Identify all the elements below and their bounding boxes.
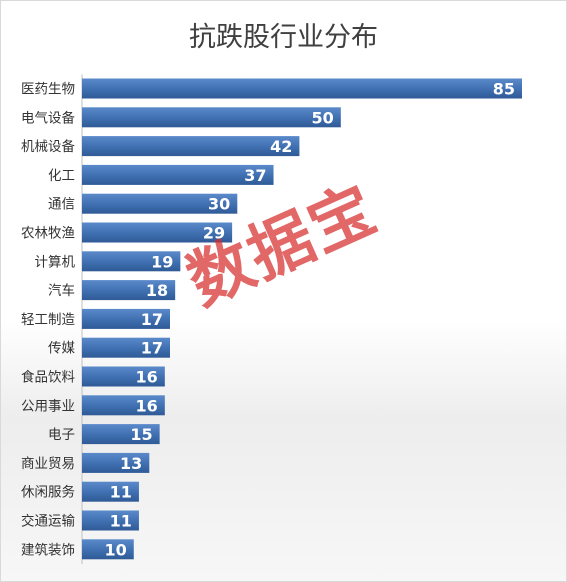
- category-label-11: 公用事业: [21, 398, 75, 414]
- bar-14: [82, 481, 139, 502]
- category-label-2: 机械设备: [21, 138, 75, 155]
- data-label-12: 15: [130, 425, 152, 444]
- category-label-6: 计算机: [35, 254, 76, 270]
- bar-9: [82, 337, 170, 358]
- data-label-0: 85: [493, 80, 515, 99]
- bar-5: [82, 222, 233, 243]
- bar-10: [82, 366, 165, 387]
- data-label-13: 13: [120, 454, 142, 473]
- category-label-14: 休闲服务: [21, 485, 75, 501]
- data-label-8: 17: [141, 310, 163, 329]
- bar-8: [82, 308, 170, 329]
- bar-4: [82, 193, 238, 214]
- data-label-15: 11: [110, 512, 132, 531]
- category-label-16: 建筑装饰: [21, 542, 75, 558]
- bar-11: [82, 395, 165, 416]
- data-label-14: 11: [110, 483, 132, 502]
- bar-0: [82, 78, 522, 99]
- category-label-12: 电子: [48, 427, 75, 443]
- category-label-1: 电气设备: [21, 109, 75, 126]
- data-label-1: 50: [312, 108, 334, 127]
- category-label-15: 交通运输: [21, 513, 75, 530]
- bar-16: [82, 539, 134, 560]
- data-label-5: 29: [203, 224, 225, 243]
- category-label-0: 医药生物: [21, 82, 75, 98]
- bar-12: [82, 424, 160, 445]
- category-label-4: 通信: [48, 197, 75, 213]
- category-label-13: 商业贸易: [21, 456, 75, 472]
- data-label-4: 30: [208, 195, 230, 214]
- bar-7: [82, 280, 176, 301]
- category-label-8: 轻工制造: [21, 312, 75, 328]
- data-label-6: 19: [151, 252, 173, 271]
- bar-15: [82, 510, 139, 531]
- data-label-3: 37: [244, 166, 266, 185]
- category-label-3: 化工: [48, 168, 75, 184]
- bar-2: [82, 136, 300, 157]
- bar-3: [82, 164, 274, 185]
- data-label-9: 17: [141, 339, 163, 358]
- category-label-7: 汽车: [48, 282, 75, 299]
- bar-13: [82, 452, 150, 473]
- data-label-7: 18: [146, 281, 168, 300]
- category-label-10: 食品饮料: [21, 369, 75, 386]
- bar-6: [82, 251, 181, 272]
- data-label-16: 10: [104, 540, 126, 559]
- data-label-2: 42: [270, 137, 292, 156]
- data-label-11: 16: [136, 396, 158, 415]
- bar-1: [82, 107, 341, 128]
- category-label-9: 传媒: [48, 341, 75, 357]
- chart-title: 抗跌股行业分布: [189, 22, 378, 53]
- data-label-10: 16: [136, 368, 158, 387]
- category-label-5: 农林牧渔: [21, 226, 75, 242]
